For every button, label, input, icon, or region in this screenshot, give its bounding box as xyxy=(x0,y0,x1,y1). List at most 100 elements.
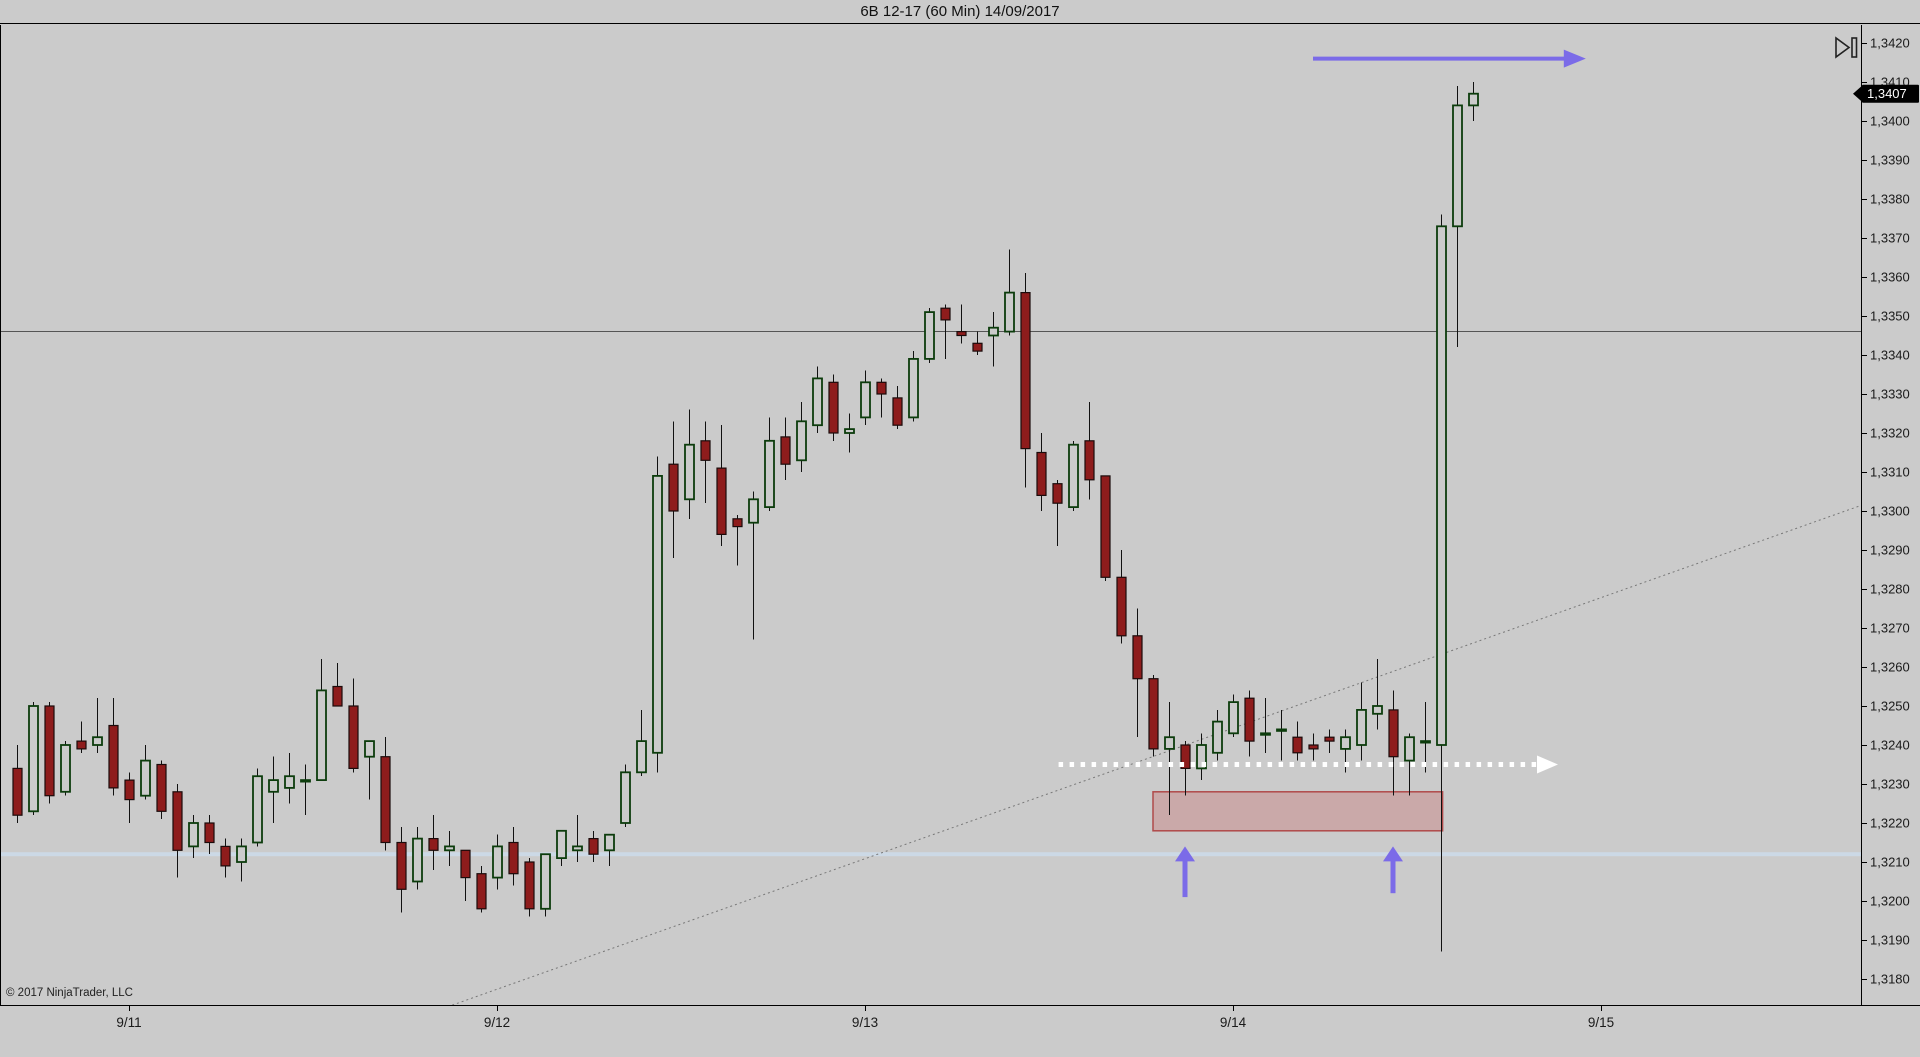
candle-body xyxy=(1372,705,1383,715)
candle-body xyxy=(1068,443,1079,509)
candle-body xyxy=(780,436,791,465)
candle-body xyxy=(204,822,215,844)
candle-up xyxy=(636,709,647,777)
dotted-arrow-head[interactable] xyxy=(1537,755,1558,774)
current-price-marker-label: 1,3407 xyxy=(1867,86,1907,101)
demand-zone[interactable] xyxy=(1152,791,1444,832)
candle-body xyxy=(476,873,487,910)
candle-up xyxy=(1228,694,1239,738)
candle-body xyxy=(652,474,663,754)
candle-body xyxy=(1292,736,1303,754)
candle-body xyxy=(1404,736,1415,762)
candle-body xyxy=(556,829,567,859)
candle-down xyxy=(460,849,471,901)
candle-down xyxy=(1020,273,1031,488)
candle-body xyxy=(332,685,343,707)
candle-body xyxy=(1228,701,1239,735)
candle-body xyxy=(1036,451,1047,497)
candle-body xyxy=(92,736,103,746)
candle-down xyxy=(1292,721,1303,761)
price-tick-label: 1,3350 xyxy=(1870,309,1910,324)
candle-down xyxy=(476,865,487,913)
price-axis[interactable]: 1,34201,34101,34001,33901,33801,33701,33… xyxy=(1861,36,1910,987)
candle-up xyxy=(412,826,423,890)
candle-down xyxy=(204,815,215,855)
candle-body xyxy=(1084,440,1095,481)
candle-body xyxy=(28,705,39,813)
up-arrow[interactable] xyxy=(1175,846,1195,898)
candle-down xyxy=(1084,401,1095,500)
candle-down xyxy=(156,760,167,820)
candle-body xyxy=(700,440,711,461)
candle-up xyxy=(796,401,807,472)
breakout-arrow-head[interactable] xyxy=(1563,49,1586,68)
time-axis[interactable]: 9/11 9/12 9/13 9/14 9/15 xyxy=(116,1005,1614,1030)
candle-body xyxy=(860,381,871,419)
price-tick-label: 1,3250 xyxy=(1870,699,1910,714)
candle-up xyxy=(1260,698,1271,753)
price-tick-label: 1,3390 xyxy=(1870,153,1910,168)
candle-down xyxy=(732,514,743,566)
candle-body xyxy=(1244,697,1255,742)
candle-body xyxy=(140,759,151,797)
price-tick-label: 1,3370 xyxy=(1870,231,1910,246)
candle-down xyxy=(716,425,727,547)
candle-body xyxy=(508,841,519,875)
candle-body xyxy=(1388,709,1399,758)
candle-up xyxy=(652,456,663,773)
candle-body xyxy=(908,357,919,419)
support-band[interactable] xyxy=(0,852,1861,857)
candle-down xyxy=(1052,479,1063,547)
date-tick-label: 9/14 xyxy=(1220,1015,1247,1030)
candle-up xyxy=(492,834,503,890)
candle-up xyxy=(988,312,999,367)
candle-up xyxy=(604,833,615,866)
price-tick-label: 1,3310 xyxy=(1870,465,1910,480)
candle-body xyxy=(1116,576,1127,637)
candle-body xyxy=(828,381,839,434)
candle-body xyxy=(1132,635,1143,680)
candle-body xyxy=(1212,720,1223,754)
candle-body xyxy=(636,740,647,774)
candle-body xyxy=(716,467,727,536)
candle-body xyxy=(236,845,247,863)
candle-up xyxy=(1004,249,1015,336)
skip-to-end-bar xyxy=(1851,37,1858,58)
candle-down xyxy=(588,830,599,862)
copyright-label: © 2017 NinjaTrader, LLC xyxy=(6,987,133,999)
candle-up xyxy=(748,491,759,640)
skip-to-end-icon[interactable] xyxy=(1835,36,1858,59)
candle-up xyxy=(252,768,263,847)
candle-up xyxy=(812,366,823,433)
candle-body xyxy=(188,822,199,848)
candle-body xyxy=(492,845,503,879)
candle-down xyxy=(1308,733,1319,761)
candle-up xyxy=(860,370,871,426)
candle-body xyxy=(956,331,967,337)
candle-body xyxy=(444,845,455,852)
candle-body xyxy=(684,443,695,501)
candle-body xyxy=(252,775,263,844)
candle-down xyxy=(1132,608,1143,738)
candle-up xyxy=(140,745,151,800)
candle-body xyxy=(380,756,391,844)
candle-up xyxy=(844,413,855,453)
candle-down xyxy=(44,702,55,804)
candle-up xyxy=(1420,702,1431,773)
candle-body xyxy=(1004,291,1015,333)
price-tick-label: 1,3330 xyxy=(1870,387,1910,402)
price-tick-label: 1,3280 xyxy=(1870,582,1910,597)
up-arrow[interactable] xyxy=(1383,846,1403,894)
date-tick-label: 9/15 xyxy=(1588,1015,1614,1030)
price-tick-label: 1,3240 xyxy=(1870,738,1910,753)
plot-area[interactable] xyxy=(0,49,1862,1006)
candle-body xyxy=(588,837,599,855)
candle-body xyxy=(1356,709,1367,746)
candle-body xyxy=(220,845,231,867)
candle-body xyxy=(316,689,327,782)
trend-line[interactable] xyxy=(452,504,1862,1005)
skip-to-end-triangle xyxy=(1835,36,1851,59)
price-tick-label: 1,3340 xyxy=(1870,348,1910,363)
candle-down xyxy=(124,772,135,823)
